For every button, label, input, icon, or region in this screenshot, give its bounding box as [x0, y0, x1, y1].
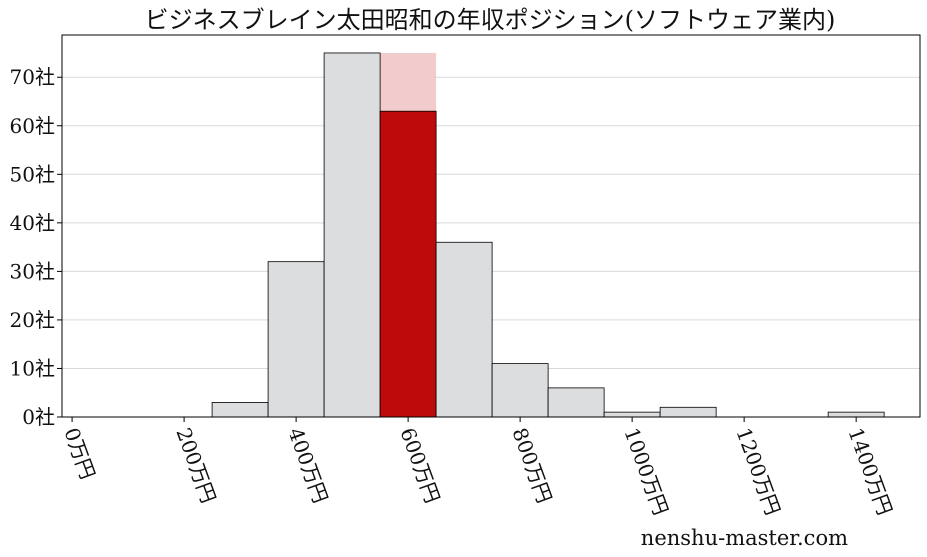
bar	[827, 411, 885, 418]
x-tick-label: 0万円	[59, 425, 100, 483]
bar	[267, 261, 325, 418]
bar	[603, 411, 661, 418]
x-tick-label: 1200万円	[731, 425, 785, 519]
plot-frame	[61, 34, 921, 418]
bar	[659, 406, 717, 418]
x-tick-label: 600万円	[395, 425, 444, 507]
bar	[211, 402, 269, 418]
x-tick-label: 1400万円	[843, 425, 897, 519]
y-tick-label: 20社	[10, 308, 55, 332]
y-tick-label: 70社	[10, 65, 55, 89]
x-tick-label: 800万円	[507, 425, 556, 507]
chart-title: ビジネスブレイン太田昭和の年収ポジション(ソフトウェア業内)	[145, 6, 836, 34]
highlight-bar	[379, 110, 437, 418]
y-tick-label: 30社	[10, 259, 55, 283]
x-tick-label: 400万円	[283, 425, 332, 507]
y-tick-label: 60社	[10, 114, 55, 138]
y-tick-label: 50社	[10, 162, 55, 186]
watermark: nenshu-master.com	[641, 526, 848, 550]
bar	[547, 387, 605, 418]
x-tick-label: 1000万円	[619, 425, 673, 519]
x-tick-label: 200万円	[171, 425, 220, 507]
bar	[491, 363, 549, 418]
y-tick-label: 40社	[10, 211, 55, 235]
y-tick-label: 10社	[10, 356, 55, 380]
bar	[435, 241, 493, 418]
y-tick-label: 0社	[22, 405, 55, 429]
bar	[323, 52, 381, 418]
